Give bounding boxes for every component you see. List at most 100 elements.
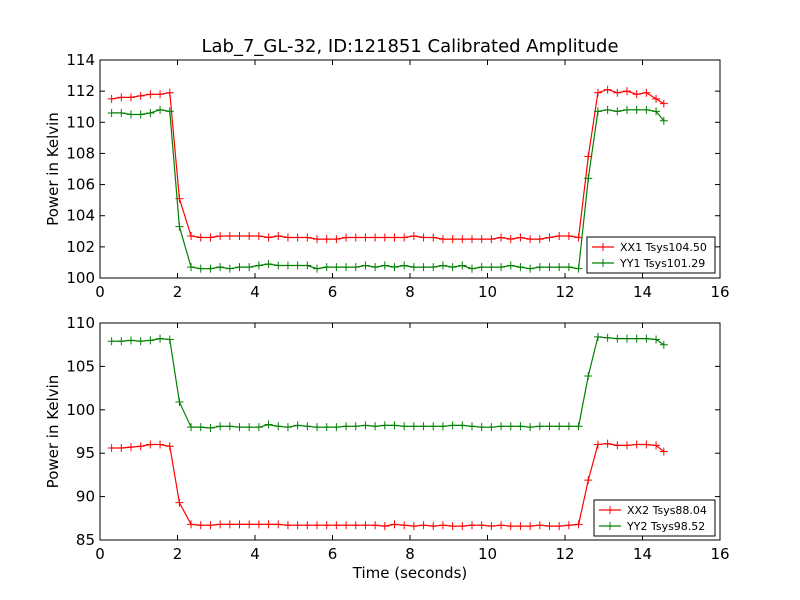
data-point-marker [458,235,467,244]
data-point-marker [429,263,438,272]
data-point-marker [477,521,486,530]
data-point-marker [303,521,312,530]
data-point-marker [593,332,602,341]
data-point-marker [245,423,254,432]
data-point-marker [146,440,155,449]
x-tick-label: 10 [478,283,497,301]
data-point-marker [274,261,283,270]
data-point-marker [390,520,399,529]
data-point-marker [187,231,196,240]
data-point-marker [593,440,602,449]
data-point-marker [332,521,341,530]
y-tick-label: 90 [76,488,95,506]
data-point-marker [535,235,544,244]
series-line-xx2 [111,443,665,527]
data-point-marker [526,423,535,432]
data-point-marker [603,105,612,114]
data-point-marker [303,233,312,242]
data-point-marker [187,423,196,432]
data-point-marker [117,93,126,102]
legend-label: YY2 Tsys98.52 [626,520,705,533]
data-point-marker [652,94,661,103]
data-point-marker [361,261,370,270]
data-point-marker [506,522,515,531]
legend: XX1 Tsys104.50 YY1 Tsys101.29 [586,236,716,274]
data-point-marker [574,233,583,242]
data-point-marker [419,263,428,272]
data-point-marker [555,263,564,272]
data-point-marker [117,443,126,452]
data-point-marker [216,231,225,240]
data-point-marker [361,521,370,530]
data-point-marker [216,422,225,431]
data-point-marker [283,521,292,530]
data-point-marker [429,422,438,431]
data-point-marker [632,334,641,343]
data-point-marker [526,264,535,273]
x-tick-label: 16 [710,545,729,563]
x-tick-label: 8 [405,545,415,563]
data-point-marker [468,235,476,244]
data-point-marker [332,235,341,244]
data-point-marker [283,233,292,242]
y-tick-label: 110 [66,113,95,131]
data-point-marker [438,521,447,530]
data-point-marker [206,233,215,242]
data-point-marker [603,333,612,342]
data-point-marker [245,263,254,272]
data-point-marker [225,264,234,273]
data-point-marker [371,263,380,272]
data-point-marker [165,442,174,451]
data-point-marker [107,94,116,103]
data-point-marker [206,424,215,433]
data-point-marker [390,233,399,242]
data-point-marker [371,233,380,242]
data-point-marker [623,441,631,450]
data-point-marker [156,105,165,114]
data-point-marker [313,235,321,244]
data-point-marker [564,263,573,272]
data-point-marker [371,521,380,530]
data-point-marker [438,235,447,244]
data-point-marker [603,439,612,448]
data-point-marker [351,521,360,530]
data-point-marker [497,233,506,242]
x-tick-label: 0 [95,283,105,301]
data-point-marker [613,107,622,116]
data-point-marker [400,521,409,530]
series-line-xx1 [111,88,665,240]
x-tick-label: 12 [555,283,574,301]
data-point-marker [390,263,399,272]
data-point-marker [264,420,273,429]
data-point-marker [564,521,573,530]
data-point-marker [448,263,457,272]
data-point-marker [206,264,215,273]
data-point-marker [206,521,215,530]
legend-marker [606,522,614,530]
x-tick-label: 6 [328,283,338,301]
data-point-marker [380,261,389,270]
data-point-marker [448,421,457,430]
chart-title: Lab_7_GL-32, ID:121851 Calibrated Amplit… [201,36,618,57]
data-point-marker [535,521,544,530]
data-point-marker [254,520,263,529]
data-point-marker [623,105,631,114]
x-tick-label: 16 [710,283,729,301]
y-tick-label: 106 [66,176,95,194]
data-point-marker [225,231,234,240]
data-point-marker [225,520,234,529]
legend: XX2 Tsys88.04 YY2 Tsys98.52 [593,499,716,537]
y-tick-label: 110 [66,314,95,332]
data-point-marker [659,99,668,108]
data-point-marker [555,422,564,431]
x-tick-label: 4 [250,545,260,563]
data-point-marker [574,422,583,431]
data-point-marker [156,334,165,343]
data-point-marker [245,520,254,529]
data-point-marker [146,108,155,117]
data-point-marker [351,233,360,242]
data-point-marker [400,422,409,431]
data-point-marker [584,174,593,183]
data-point-marker [458,522,467,531]
data-point-marker [165,107,174,116]
